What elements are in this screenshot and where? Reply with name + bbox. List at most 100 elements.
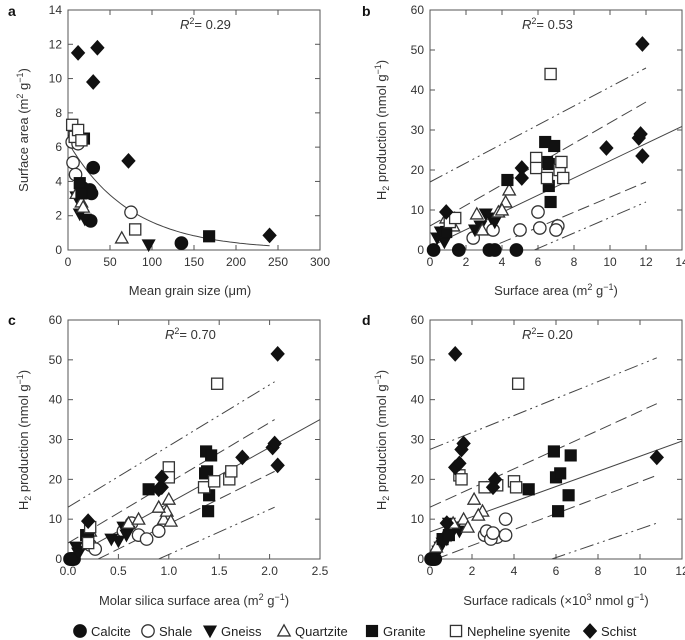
- y-tick-label: 50: [411, 43, 425, 57]
- point-quartzite: [163, 513, 179, 527]
- y-tick-label: 0: [55, 552, 62, 566]
- x-tick-label: 0: [427, 564, 434, 578]
- plot-frame-a: [67, 9, 321, 251]
- point-quartzite: [428, 539, 444, 553]
- point-quartzite: [474, 222, 490, 236]
- point-schist: [267, 435, 282, 452]
- point-schist: [121, 152, 136, 169]
- point-granite: [548, 139, 561, 153]
- point-schist: [270, 345, 285, 362]
- legend-item-schist: Schist: [582, 623, 637, 639]
- x-tick-label: 8: [571, 255, 578, 269]
- point-schist: [439, 204, 454, 220]
- x-tick-label: 8: [595, 564, 602, 578]
- x-axis-label-a: Mean grain size (μm): [129, 283, 251, 298]
- y-axis-label-c: H2 production (nmol g−1): [15, 370, 33, 510]
- point-schist: [649, 449, 664, 466]
- point-calcite: [426, 243, 441, 257]
- legend-marker-gneiss: [202, 625, 218, 639]
- point-nepheline: [225, 465, 238, 478]
- y-tick-label: 20: [49, 472, 63, 486]
- point-calcite: [487, 243, 502, 257]
- x-tick-label: 2.0: [261, 564, 278, 578]
- panel-c: c R2= 0.70 Molar silica surface area (m2…: [8, 312, 329, 608]
- point-nepheline: [529, 161, 543, 175]
- point-shale: [549, 223, 563, 237]
- point-granite: [501, 173, 514, 187]
- point-schist: [270, 457, 285, 474]
- point-schist: [235, 449, 250, 466]
- point-gneiss: [111, 535, 126, 549]
- point-schist: [485, 479, 501, 496]
- fit-lines-c: [68, 381, 320, 559]
- x-tick-label: 12: [675, 564, 685, 578]
- legend-marker-schist: [582, 623, 598, 639]
- point-shale: [124, 205, 138, 220]
- x-tick-label: 0: [427, 255, 434, 269]
- fit-line: [68, 419, 320, 559]
- legend-marker-granite: [365, 624, 379, 638]
- y-tick-label: 50: [49, 353, 63, 367]
- confidence-band-line: [98, 470, 275, 559]
- point-shale: [531, 205, 545, 219]
- point-granite: [199, 467, 212, 480]
- point-granite: [75, 187, 88, 200]
- y-tick-label: 12: [49, 37, 63, 51]
- legend-label-shale: Shale: [159, 624, 192, 639]
- legend-marker-quartzite: [276, 623, 292, 637]
- point-granite: [205, 449, 218, 462]
- data-points-c: [63, 345, 285, 566]
- point-schist: [80, 513, 96, 530]
- y-axis-label-a: Surface area (m2 g−1): [15, 68, 31, 192]
- y-tick-label: 0: [417, 552, 424, 566]
- y-tick-label: 0: [55, 243, 62, 257]
- y-tick-label: 0: [417, 243, 424, 257]
- x-tick-label: 1.5: [211, 564, 228, 578]
- point-quartzite: [456, 511, 471, 525]
- y-tick-label: 20: [411, 472, 425, 486]
- axes-b: 0 2 4 6 8 10 12 14 0 10 20 30 40 50 60: [411, 3, 685, 269]
- panel-a: a R2= 0.29 Mean grain size (μm) Surface …: [8, 3, 330, 298]
- fit-line: [430, 440, 682, 533]
- prediction-band-line: [430, 67, 647, 183]
- point-granite: [562, 489, 575, 502]
- fit-line-group-a: [70, 146, 270, 247]
- point-schist: [70, 44, 86, 61]
- point-quartzite: [75, 199, 91, 213]
- y-tick-label: 40: [49, 393, 63, 407]
- fit-line-group-c: [68, 381, 320, 559]
- x-tick-label: 250: [268, 255, 288, 269]
- point-calcite: [86, 160, 101, 175]
- fit-line-group-d: [430, 357, 682, 559]
- point-schist: [452, 455, 467, 472]
- point-shale: [532, 221, 547, 235]
- point-shale: [66, 155, 80, 170]
- x-tick-label: 4: [511, 564, 518, 578]
- point-schist: [599, 140, 614, 156]
- x-tick-label: 6: [535, 255, 542, 269]
- point-schist: [86, 74, 101, 90]
- r2-annotation-a: R2= 0.29: [180, 16, 231, 32]
- panel-label-b: b: [362, 3, 371, 19]
- point-nepheline: [509, 481, 523, 494]
- x-tick-label: 0: [65, 255, 72, 269]
- point-schist: [635, 36, 650, 52]
- point-nepheline: [75, 134, 88, 147]
- legend: Calcite Shale Gneiss Quartzite Granite Nephel…: [73, 623, 637, 639]
- prediction-band-line: [430, 357, 657, 450]
- x-tick-label: 6: [553, 564, 560, 578]
- point-gneiss: [77, 213, 92, 227]
- point-quartzite: [121, 515, 136, 529]
- confidence-band-line: [430, 403, 658, 508]
- x-tick-label: 100: [142, 255, 162, 269]
- data-points-a: [65, 39, 277, 253]
- point-quartzite: [469, 206, 485, 220]
- y-tick-label: 60: [411, 313, 425, 327]
- point-gneiss: [71, 547, 86, 561]
- r2-annotation-c: R2= 0.70: [165, 326, 216, 342]
- point-schist: [448, 345, 463, 362]
- point-shale: [486, 526, 500, 540]
- point-nepheline: [448, 211, 462, 225]
- y-tick-label: 6: [55, 140, 62, 154]
- confidence-band-line: [483, 181, 647, 250]
